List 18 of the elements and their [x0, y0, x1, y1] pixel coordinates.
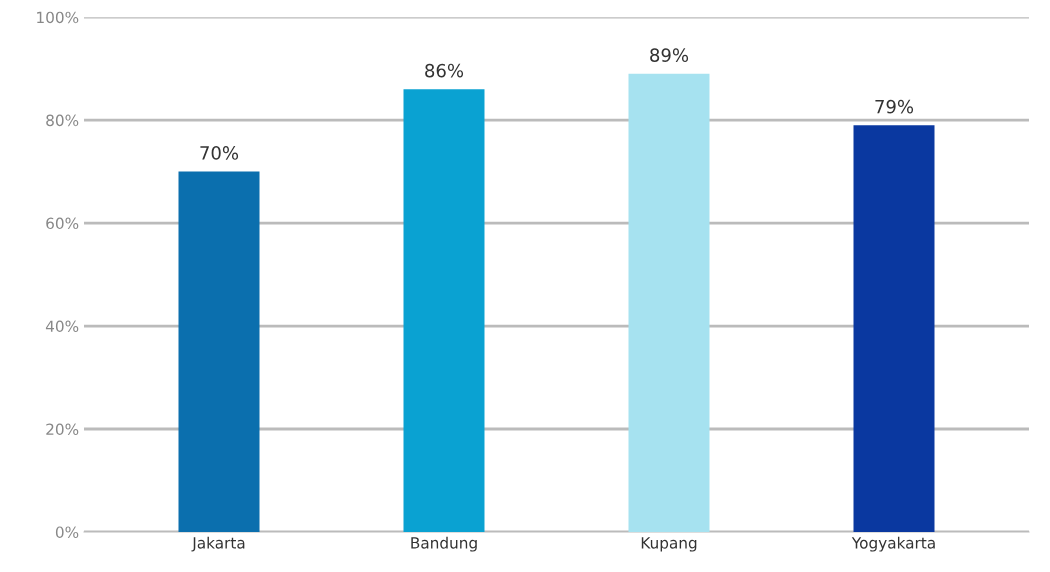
y-tick-label: 0% — [55, 526, 79, 538]
bar — [853, 125, 935, 532]
x-tick-label: Jakarta — [191, 536, 245, 552]
y-tick-label: 100% — [37, 11, 79, 24]
y-tick-label: 40% — [45, 320, 79, 333]
x-tick-label: Kupang — [641, 537, 697, 552]
x-tick-label: Bandung — [411, 536, 477, 552]
y-tick-label: 20% — [46, 423, 79, 436]
data-label: 89% — [650, 48, 689, 62]
bar — [403, 89, 485, 532]
data-label: 70% — [200, 146, 239, 160]
y-tick-label: 80% — [46, 114, 79, 127]
y-tick-label: 60% — [46, 217, 79, 230]
bar — [178, 171, 260, 532]
x-tick-label: Yogyakarta — [851, 536, 935, 552]
data-label: 86% — [425, 63, 464, 78]
data-label: 79% — [875, 99, 914, 114]
bar — [628, 73, 710, 532]
